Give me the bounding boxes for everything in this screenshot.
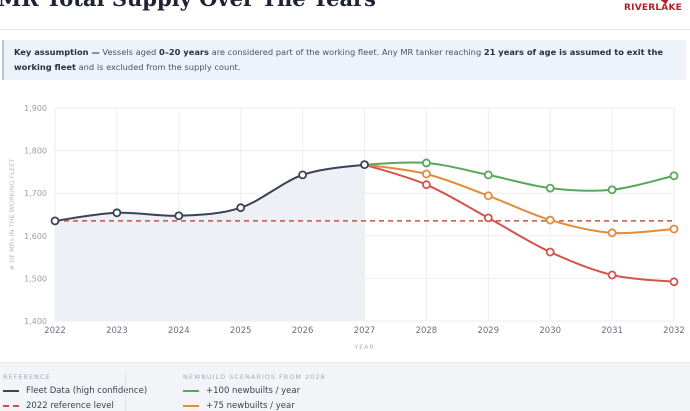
x-tick-label: 2022 bbox=[44, 326, 66, 336]
key-assumption-note: Key assumption — Vessels aged 0–20 years… bbox=[2, 40, 686, 80]
page-title: MR Total Supply Over The Years bbox=[0, 0, 376, 11]
y-tick-label: 1,400 bbox=[24, 317, 47, 326]
x-axis-title: YEAR bbox=[353, 343, 374, 351]
note-bold: 0–20 years bbox=[158, 47, 209, 57]
fleet-area bbox=[55, 164, 365, 321]
x-tick-label: 2028 bbox=[416, 326, 438, 336]
y-axis-title: # OF MRs IN THE WORKING FLEET bbox=[8, 159, 16, 271]
x-tick-label: 2025 bbox=[230, 326, 252, 336]
data-point bbox=[421, 180, 431, 190]
x-tick-label: 2032 bbox=[663, 326, 685, 336]
data-point bbox=[483, 170, 493, 180]
x-tick-label: 2031 bbox=[601, 326, 623, 336]
data-point bbox=[669, 224, 679, 234]
legend-label: +100 newbuilts / year bbox=[206, 386, 301, 396]
legend-item-reference: 2022 reference level bbox=[3, 401, 114, 411]
data-point bbox=[421, 169, 431, 179]
data-point bbox=[669, 171, 679, 181]
logo-text: RIVERLAKE bbox=[624, 3, 682, 13]
legend: REFERENCE Fleet Data (high confidence) 2… bbox=[0, 362, 690, 411]
divider bbox=[0, 29, 690, 30]
y-tick-label: 1,500 bbox=[24, 274, 47, 283]
legend-label: 2022 reference level bbox=[26, 401, 114, 411]
x-tick-label: 2029 bbox=[477, 326, 499, 336]
x-tick-label: 2027 bbox=[354, 326, 376, 336]
y-tick-label: 1,900 bbox=[24, 104, 47, 113]
note-bold: 21 years of age is assumed to exit the w… bbox=[14, 47, 663, 72]
riverlake-logo: RIVERLAKE bbox=[612, 0, 682, 20]
y-tick-label: 1,700 bbox=[24, 189, 47, 198]
data-point bbox=[174, 211, 184, 221]
legend-item-fleet: Fleet Data (high confidence) bbox=[3, 386, 147, 396]
data-point bbox=[545, 183, 555, 193]
y-tick-label: 1,600 bbox=[24, 232, 47, 241]
x-tick-label: 2030 bbox=[539, 326, 561, 336]
legend-label: +75 newbuilts / year bbox=[206, 401, 295, 411]
data-point bbox=[483, 191, 493, 201]
data-point bbox=[298, 170, 308, 180]
note-text: and is excluded from the supply count. bbox=[75, 62, 241, 72]
note-lead: Key assumption — bbox=[14, 47, 100, 57]
data-point bbox=[421, 158, 431, 168]
logo-mark-icon bbox=[652, 0, 672, 4]
data-point bbox=[483, 213, 493, 223]
data-point bbox=[545, 247, 555, 257]
x-tick-label: 2026 bbox=[292, 326, 314, 336]
x-tick-label: 2023 bbox=[106, 326, 128, 336]
legend-scenarios-heading: NEWBUILD SCENARIOS FROM 2028 bbox=[183, 373, 326, 381]
note-text: are considered part of the working fleet… bbox=[208, 47, 484, 57]
legend-item-75: +75 newbuilts / year bbox=[183, 401, 295, 411]
data-point bbox=[669, 277, 679, 287]
supply-chart: 1,400 1,500 1,600 1,700 1,800 1,900 2022 2023 20… bbox=[8, 104, 685, 351]
data-point bbox=[607, 228, 617, 238]
y-tick-label: 1,800 bbox=[24, 147, 47, 156]
data-point bbox=[607, 270, 617, 280]
data-point bbox=[607, 185, 617, 195]
data-point bbox=[112, 208, 122, 218]
x-tick-label: 2024 bbox=[168, 326, 190, 336]
legend-separator bbox=[125, 371, 126, 411]
data-point bbox=[545, 215, 555, 225]
note-text: Vessels aged bbox=[99, 47, 159, 57]
series-line-1 bbox=[364, 161, 675, 192]
series-line-2 bbox=[364, 163, 675, 235]
legend-reference-heading: REFERENCE bbox=[3, 373, 51, 381]
data-point bbox=[360, 160, 369, 170]
legend-label: Fleet Data (high confidence) bbox=[26, 386, 148, 396]
data-point bbox=[236, 203, 246, 213]
data-point bbox=[50, 216, 60, 226]
legend-item-100: +100 newbuilts / year bbox=[183, 386, 300, 396]
